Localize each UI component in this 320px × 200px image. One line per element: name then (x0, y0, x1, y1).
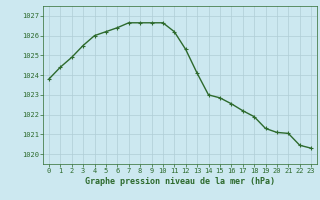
X-axis label: Graphe pression niveau de la mer (hPa): Graphe pression niveau de la mer (hPa) (85, 177, 275, 186)
